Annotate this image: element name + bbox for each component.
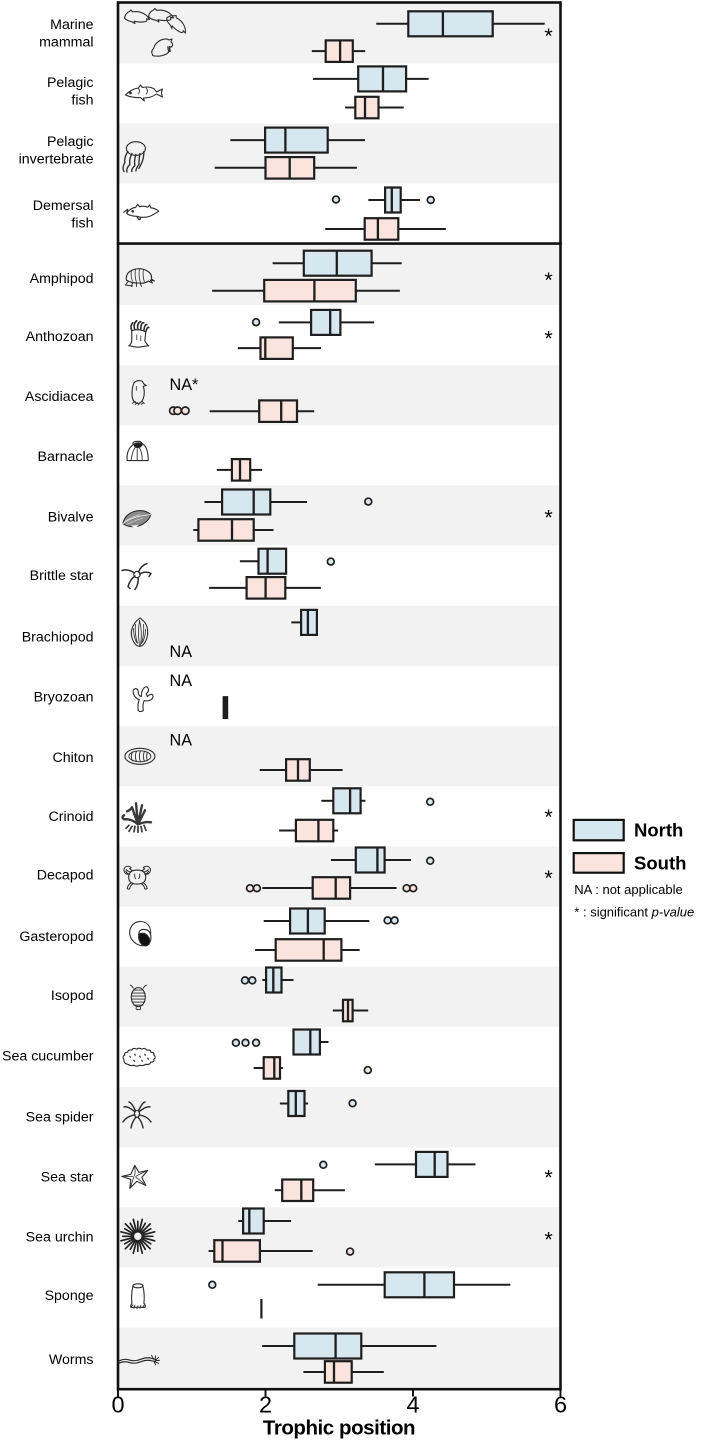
svg-text:Trophic position: Trophic position [263,1417,415,1440]
svg-text:Bivalve: Bivalve [48,510,94,526]
svg-text:fish: fish [71,93,93,109]
svg-text:Pelagic: Pelagic [47,75,94,91]
svg-text:Sea urchin: Sea urchin [26,1230,94,1246]
svg-text:NA: NA [170,732,193,750]
svg-text:NA : not applicable: NA : not applicable [574,882,682,897]
svg-text:Decapod: Decapod [37,868,94,884]
svg-text:Brittle star: Brittle star [30,568,94,584]
svg-text:Pelagic: Pelagic [47,134,94,150]
svg-text:Sea spider: Sea spider [26,1110,94,1126]
svg-text:Ascidiacea: Ascidiacea [25,389,94,405]
svg-text:*: * [544,1228,553,1252]
svg-text:invertebrate: invertebrate [19,152,94,168]
svg-text:Marine: Marine [50,17,93,33]
svg-text:Sponge: Sponge [45,1288,94,1304]
svg-text:Bryozoan: Bryozoan [34,690,94,706]
svg-text:2: 2 [259,1392,272,1418]
svg-text:Gasteropod: Gasteropod [19,929,93,945]
svg-text:Chiton: Chiton [52,750,93,766]
svg-text:*: * [544,327,553,351]
svg-text:*: * [544,1166,553,1190]
svg-text:Worms: Worms [49,1352,94,1368]
svg-text:NA*: NA* [170,376,199,394]
svg-text:Amphipod: Amphipod [30,271,94,287]
svg-text:*: * [544,268,553,292]
svg-text:6: 6 [554,1392,567,1418]
svg-text:0: 0 [111,1392,124,1418]
svg-text:NA: NA [170,672,193,690]
svg-text:*: * [544,24,553,48]
svg-text:Sea star: Sea star [41,1169,94,1185]
svg-text:Demersal: Demersal [33,198,94,214]
svg-text:South: South [634,853,686,874]
svg-text:* : significant p-value: * : significant p-value [574,905,694,920]
svg-text:Brachiopod: Brachiopod [22,630,94,646]
svg-text:*: * [544,805,553,829]
svg-text:*: * [544,505,553,529]
svg-text:North: North [634,820,683,841]
svg-text:Sea cucumber: Sea cucumber [2,1049,94,1065]
svg-text:4: 4 [406,1392,419,1418]
svg-text:Crinoid: Crinoid [49,809,94,825]
svg-text:mammal: mammal [39,35,93,51]
svg-text:fish: fish [71,216,93,232]
svg-text:*: * [544,866,553,890]
svg-text:NA: NA [170,643,193,661]
svg-text:Anthozoan: Anthozoan [26,329,94,345]
svg-text:Isopod: Isopod [51,988,94,1004]
svg-text:Barnacle: Barnacle [38,449,94,465]
